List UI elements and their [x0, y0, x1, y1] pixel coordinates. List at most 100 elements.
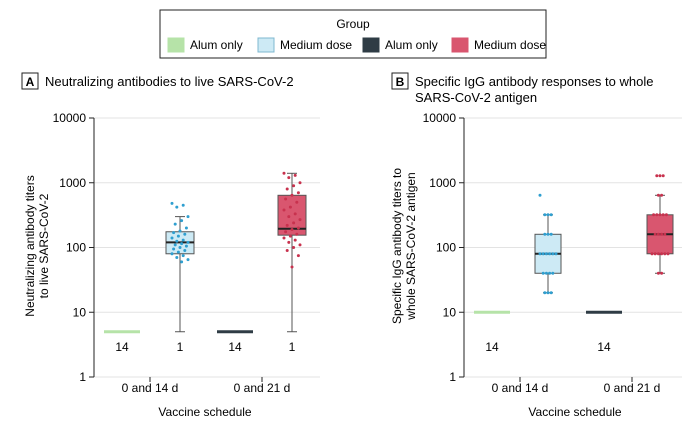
panel-b-data-point: [655, 174, 659, 178]
panel-a-data-point: [175, 205, 179, 209]
panel-a-data-point: [285, 223, 289, 227]
panel-b-data-point: [652, 213, 656, 217]
panel-a-data-point: [298, 218, 302, 222]
panel-a-data-point: [181, 203, 185, 207]
panel-a-data-point: [176, 234, 180, 238]
panel-b-data-point: [660, 252, 664, 256]
panel-a-count-label: 14: [115, 340, 129, 354]
panel-b-count-label: 14: [597, 340, 611, 354]
panel-a-data-point: [290, 227, 294, 231]
panel-b-plot: 1 10 100 1000 10000 0 and 14 d 0 and 21 d 14 14: [423, 111, 682, 395]
panel-a-data-point: [296, 191, 300, 195]
panel-a-data-point: [287, 176, 291, 180]
panel-a-data-point: [172, 247, 176, 251]
panel-a-category-label: 0 and 21 d: [234, 381, 291, 395]
panel-a-data-point: [175, 256, 179, 260]
panel-a-data-point: [176, 250, 180, 254]
panel-a-data-point: [290, 193, 294, 197]
panel-a-data-point: [282, 208, 286, 212]
panel-a-data-point: [296, 254, 300, 258]
panel-a-header: A Neutralizing antibodies to live SARS-C…: [21, 72, 294, 90]
legend: Group Alum only Medium dose Alum only Me…: [159, 9, 547, 59]
panel-a-data-point: [296, 226, 300, 230]
panel-a-data-point: [186, 258, 190, 262]
panel-a-plot: 1 10 100 1000 10000 0 and 14 d 0 and 21 d 14 1 14…: [53, 111, 320, 395]
panel-a-data-point: [180, 260, 184, 264]
panel-b-data-point: [549, 213, 553, 217]
panel-b-ytick-label: 100: [436, 241, 456, 255]
legend-swatch-alum-14: [167, 37, 185, 53]
panel-a-data-point: [284, 230, 288, 234]
panel-a-title: Neutralizing antibodies to live SARS-CoV…: [45, 74, 294, 89]
panel-a-ytick-label: 10: [73, 305, 87, 319]
panel-a-ylabel-line2: to live SARS-CoV-2: [37, 193, 51, 298]
panel-b-letter: B: [396, 75, 405, 89]
panel-a-count-label: 14: [228, 340, 242, 354]
panel-b-data-point: [543, 213, 547, 217]
panel-a-data-point: [180, 219, 184, 223]
panel-b-data-point: [664, 213, 668, 217]
panel-a-data-point: [181, 254, 185, 258]
panel-a-data-point: [183, 248, 187, 252]
panel-a-data-point: [181, 238, 185, 242]
legend-title: Group: [336, 17, 370, 31]
panel-b-ytick-label: 1000: [429, 176, 456, 190]
panel-b-data-point: [546, 213, 550, 217]
panel-b-data-point: [549, 291, 553, 295]
legend-label-alum-14: Alum only: [190, 38, 243, 52]
panel-b-data-point: [554, 252, 558, 256]
panel-b-data-point: [544, 252, 548, 256]
panel-b-data-point: [656, 271, 660, 275]
panel-a-data-point: [175, 239, 179, 243]
panel-b-count-label: 14: [485, 340, 499, 354]
panel-b-ytick-label: 10000: [423, 111, 457, 125]
panel-b-data-point: [543, 291, 547, 295]
panel-b-data-point: [661, 213, 665, 217]
panel-a-data-point: [295, 200, 299, 204]
panel-b-ylabel-line1: Specific IgG antibody titers to: [390, 168, 404, 324]
panel-b-data-point: [544, 271, 548, 275]
panel-b-ytick-label: 1: [449, 370, 456, 384]
panel-b-data-point: [541, 271, 545, 275]
panel-a-data-point: [178, 229, 182, 233]
legend-swatch-alum-21: [362, 37, 380, 53]
panel-b-label-box: [391, 72, 409, 90]
panel-b-category-label: 0 and 14 d: [492, 381, 549, 395]
panel-a-xlabel: Vaccine schedule: [158, 405, 251, 419]
panel-b-data-point: [656, 252, 660, 256]
panel-a-data-point: [186, 215, 190, 219]
panel-a-label-box: [21, 72, 39, 90]
panel-a-data-point: [293, 212, 297, 216]
legend-frame: [159, 9, 547, 59]
panel-b-data-point: [660, 271, 664, 275]
panel-a-data-point: [285, 248, 289, 252]
panel-a-category-label: 0 and 14 d: [122, 381, 179, 395]
panel-a-data-point: [173, 222, 177, 226]
panel-a-count-label: 1: [289, 340, 296, 354]
panel-a-data-point: [295, 232, 299, 236]
panel-a-ylabel-line1: Neutralizing antibody titers: [23, 175, 37, 316]
panel-a-data-point: [292, 184, 296, 188]
panel-b-data-point: [650, 252, 654, 256]
panel-a-data-point: [288, 234, 292, 238]
panel-a-data-point: [180, 242, 184, 246]
panel-b-ylabel-line2: whole SARS-CoV-2 antigen: [404, 172, 418, 320]
panel-a-data-point: [282, 236, 286, 240]
panel-a-data-point: [293, 173, 297, 177]
panel-b-data-point: [548, 252, 552, 256]
panel-a-data-point: [184, 226, 188, 230]
panel-b-data-point: [543, 232, 547, 236]
panel-b-xlabel: Vaccine schedule: [528, 405, 621, 419]
panel-a-data-point: [293, 238, 297, 242]
panel-a-data-point: [184, 244, 188, 248]
panel-a-letter: A: [26, 75, 35, 89]
panel-a-data-point: [298, 243, 302, 247]
panel-b-data-point: [666, 252, 670, 256]
panel-a-ytick-label: 1000: [59, 176, 86, 190]
panel-b-data-point: [653, 252, 657, 256]
panel-b-data-point: [660, 232, 664, 236]
legend-label-alum-21: Alum only: [385, 38, 438, 52]
panel-b-data-point: [658, 213, 662, 217]
panel-a-data-point: [287, 215, 291, 219]
